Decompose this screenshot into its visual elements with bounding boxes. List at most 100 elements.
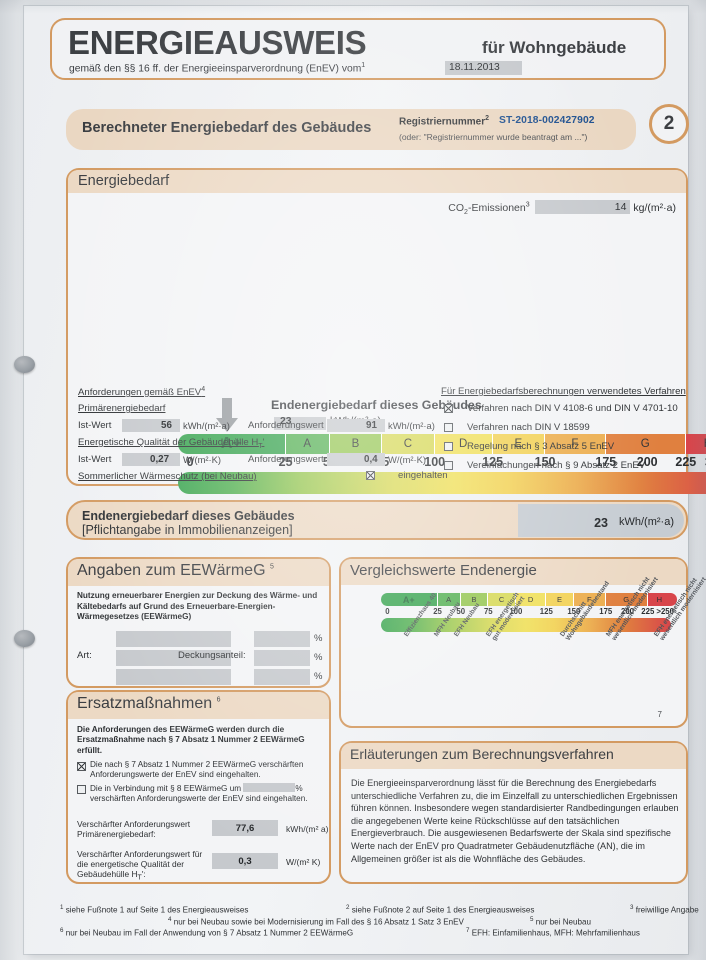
scale-band-g: G — [605, 434, 686, 454]
substitute-measures-panel: Ersatzmaßnahmen 6 Die Anforderungen des … — [66, 690, 331, 884]
mandatory-disclosure-bar: Endenergiebedarf dieses Gebäudes [Pflich… — [66, 500, 688, 540]
comparison-scale-bands: A+ A B C D E F G H — [381, 593, 671, 606]
scale-tick-10: >250 — [705, 455, 706, 469]
ist-value-unit: kWh/(m²·a) — [183, 420, 230, 431]
eewaermeg-percent-field-3[interactable] — [254, 669, 310, 685]
substitute-row1-value-field[interactable]: 77,6 — [212, 820, 278, 836]
scale-band-f: F — [573, 593, 606, 606]
scale-band-a: A — [437, 593, 461, 606]
ist-value-field[interactable] — [122, 419, 180, 432]
co2-value-field[interactable]: 14 — [535, 200, 631, 214]
requirements-subheading-primary: Primärenergiebedarf — [78, 403, 166, 414]
method-checkbox-0[interactable] — [444, 404, 453, 413]
ist-value2-field[interactable] — [122, 453, 180, 466]
scale-band-b: B — [329, 434, 383, 454]
registration-number-label: Registriernummer2 — [399, 115, 490, 128]
footnote-5: 5 nur bei Neubau — [530, 915, 592, 927]
anforderungswert2-unit: W/(m²·K) — [388, 454, 427, 465]
anforderungswert2-value: 0,4 — [364, 454, 378, 465]
page-subtitle: für Wohngebäude — [482, 38, 627, 57]
comparison-scale: A+ A B C D E F G H 0 25 50 75 100 125 150 175 200 225 >250 — [381, 593, 677, 632]
scale-band-g: G — [605, 593, 648, 606]
footnote-6: 6 nur bei Neubau im Fall der Anwendung v… — [60, 927, 354, 938]
document-header: ENERGIEAUSWEIS für Wohngebäude gemäß den… — [50, 18, 666, 80]
scale-tick-6: 150 — [534, 455, 556, 469]
comparison-scale-ticks: 0 25 50 75 100 125 150 175 200 225 >250 — [381, 606, 674, 618]
scale-band-e: E — [492, 434, 546, 454]
summer-heat-protection-checkbox[interactable] — [366, 471, 375, 480]
explanations-header-band — [341, 743, 686, 769]
page-number-badge: 2 — [649, 104, 689, 144]
energy-demand-panel: Energiebedarf CO2-Emissionen3 14 kg/(m²·… — [66, 168, 706, 536]
scale-tick-0: 0 — [385, 607, 390, 616]
explanations-panel: Erläuterungen zum Berechnungsverfahren D… — [339, 741, 688, 884]
method-checkbox-3[interactable] — [444, 461, 453, 470]
substitute-row2-unit: W/(m² K) — [286, 857, 321, 867]
ist-value2: 0,27 — [150, 454, 170, 465]
registration-number-value: ST-2018-002427902 — [499, 115, 595, 126]
energy-demand-title: Energiebedarf — [78, 173, 170, 189]
eewaermeg-art-field-1[interactable] — [116, 631, 231, 647]
scale-band-d: D — [515, 593, 547, 606]
substitute-row2-value-field[interactable]: 0,3 — [212, 853, 278, 869]
substitute-option1-checkbox[interactable] — [77, 762, 86, 771]
eewaermeg-panel: Angaben zum EEWärmeG 5 Nutzung erneuerba… — [66, 557, 331, 688]
eewaermeg-percent-field-1[interactable] — [254, 631, 310, 647]
scale-tick-1: 25 — [278, 455, 293, 469]
eewaermeg-art-field-2[interactable] — [116, 650, 231, 666]
substitute-option2-checkbox[interactable] — [77, 785, 86, 794]
method-label-0: Verfahren nach DIN V 4108-6 und DIN V 47… — [467, 403, 678, 414]
comparison-footnote-marker: 7 — [657, 710, 662, 719]
mandatory-unit: kWh/(m²·a) — [619, 516, 674, 528]
eewaermeg-art-field-3[interactable] — [116, 669, 231, 685]
binder-clip-top — [14, 356, 35, 373]
requirements-heading: Anforderungen gemäß EnEV4 — [78, 386, 206, 399]
eewaermeg-percent-sign-3: % — [314, 671, 323, 682]
scale-band-h: H — [647, 593, 671, 606]
comparison-scale-gradient — [381, 618, 671, 632]
mandatory-value-field[interactable] — [518, 503, 684, 537]
registration-number-note: (oder: "Registriernummer wurde beantragt… — [399, 132, 588, 142]
footnote-4: 4 nur bei Neubau sowie bei Modernisierun… — [168, 915, 464, 927]
scale-band-f: F — [545, 434, 606, 454]
footnotes: 1 siehe Fußnote 1 auf Seite 1 des Energi… — [60, 902, 706, 938]
co2-label: CO2-Emissionen3 — [448, 201, 530, 217]
scale-band-aplus: A+ — [178, 434, 286, 454]
requirements-subheading-envelope: Energetische Qualität der Gebäudehülle H… — [78, 437, 265, 450]
scale-tick-0: 0 — [186, 455, 194, 469]
scale-tick-5: 125 — [539, 607, 553, 616]
substitute-measures-header-band — [68, 692, 329, 719]
anforderungswert-label: Anforderungswert — [248, 420, 324, 431]
scale-band-a: A — [285, 434, 330, 454]
explanations-body: Die Energieeinsparverordnung lässt für d… — [351, 778, 679, 864]
method-checkbox-2[interactable] — [444, 442, 453, 451]
end-energy-value-field[interactable] — [274, 417, 326, 430]
enev-date-field[interactable] — [445, 61, 522, 75]
anforderungswert-field[interactable] — [327, 419, 385, 432]
substitute-option2-label: Die in Verbindung mit § 8 EEWärmeG um % … — [90, 783, 308, 804]
comparison-scale-end-cap — [669, 593, 677, 606]
comparison-marker-labels: Effizienzhaus 40 MFH Neubau EFH Neubau EFH … — [341, 576, 706, 714]
eewaermeg-percent-field-2[interactable] — [254, 650, 310, 666]
footnote-3: 3 freiwillige Angabe — [630, 904, 699, 915]
comparison-values-panel: Vergleichswerte Endenergie A+ A B C D E F G H 0 2… — [339, 557, 706, 728]
end-energy-value: 23 — [280, 416, 292, 427]
ist-value-label: Ist-Wert — [78, 420, 112, 431]
co2-unit: kg/(m²·a) — [633, 202, 676, 214]
scale-tick-2: 50 — [456, 607, 466, 616]
substitute-row2-label: Verschärfter Anforderungswert für die en… — [77, 849, 203, 882]
anforderungswert2-field[interactable] — [327, 453, 385, 466]
method-checkbox-1[interactable] — [444, 423, 453, 432]
scale-gradient-bar — [178, 472, 706, 494]
scale-tick-6: 150 — [567, 607, 581, 616]
end-energy-demand-label: Endenergiebedarf dieses Gebäudes — [271, 398, 482, 412]
scale-tick-4: 100 — [509, 607, 523, 616]
section-title-calculated-demand: Berechneter Energiebedarf des Gebäudes — [82, 120, 372, 136]
scale-tick-5: 125 — [482, 455, 504, 469]
scale-tick-7: 175 — [599, 607, 613, 616]
eewaermeg-percent-sign-2: % — [314, 652, 323, 663]
scale-tick-7: 175 — [595, 455, 617, 469]
